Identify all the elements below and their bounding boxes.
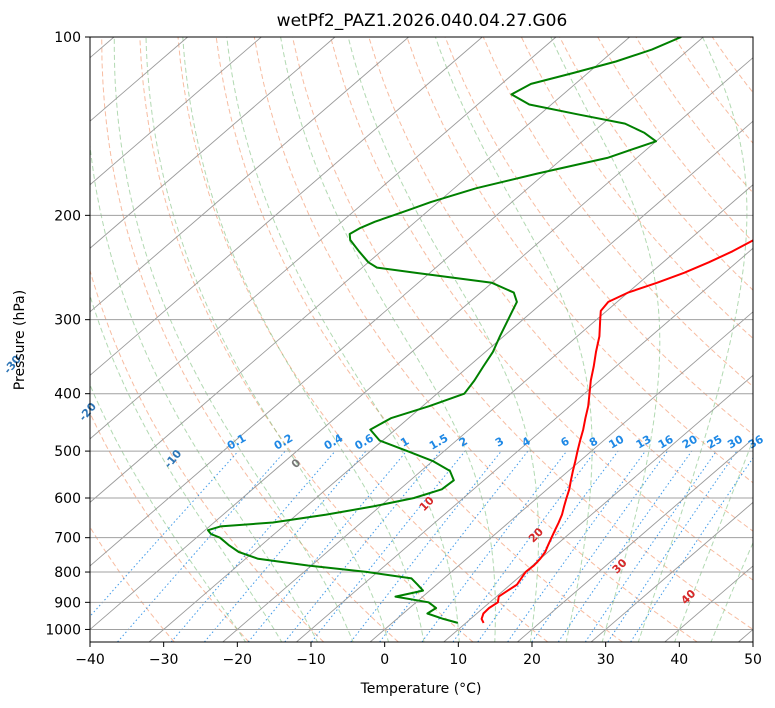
plot-frame <box>89 36 754 643</box>
isotherm <box>90 37 557 440</box>
y-tick-label: 700 <box>54 531 81 547</box>
moist-adiabat <box>434 37 593 642</box>
dewpoint-line <box>207 37 682 624</box>
x-tick-label: −10 <box>296 652 326 668</box>
isotherm <box>90 37 409 313</box>
pressure-gridlines <box>90 37 753 630</box>
moist-adiabat <box>113 37 354 642</box>
y-tick-label: 300 <box>54 313 81 329</box>
y-tick-label: 600 <box>54 491 81 507</box>
x-tick-label: 0 <box>380 652 389 668</box>
isotherm <box>590 501 753 642</box>
x-tick-label: 10 <box>449 652 467 668</box>
x-tick-label: −30 <box>149 652 179 668</box>
mixing-ratio-line <box>247 450 407 642</box>
dry-adiabat <box>177 37 549 642</box>
isotherm <box>369 311 753 642</box>
dry-adiabat <box>90 411 250 642</box>
mixing-ratio-line <box>584 450 717 642</box>
y-tick-label: 800 <box>54 565 81 581</box>
dry-adiabat <box>749 37 753 42</box>
y-tick-label: 100 <box>54 30 81 46</box>
x-tick-label: −20 <box>223 652 253 668</box>
temperature-line <box>480 239 753 624</box>
moist-adiabat <box>226 37 460 642</box>
isotherm <box>296 247 753 642</box>
y-tick-label: 1000 <box>45 622 81 638</box>
x-tick-label: −40 <box>75 652 105 668</box>
profile-series <box>207 37 753 624</box>
isotherm <box>90 37 336 249</box>
mixing-ratio-line <box>284 450 441 642</box>
mixing-ratio-line <box>311 450 466 642</box>
isotherm <box>90 37 630 503</box>
isotherm <box>148 120 753 642</box>
dry-adiabat <box>292 37 753 631</box>
dry-adiabat <box>139 37 474 642</box>
chart-title: wetPf2_PAZ1.2026.040.04.27.G06 <box>277 11 568 31</box>
mixing-ratio-line <box>452 450 596 642</box>
moist-adiabat <box>145 37 390 642</box>
x-tick-label: 50 <box>744 652 762 668</box>
dry-adiabat <box>330 37 753 581</box>
mixing-ratio-line <box>90 450 239 618</box>
isotherm <box>517 438 753 642</box>
dry-adiabat <box>444 37 753 436</box>
moist-adiabat <box>90 383 247 642</box>
adiabat-labels: 0.10.20.40.611.52346810131620253036-100-… <box>1 353 766 607</box>
moist-adiabat <box>182 37 425 642</box>
y-axis-label: Pressure (hPa) <box>12 290 28 390</box>
moist-adiabat <box>280 37 496 642</box>
isotherm <box>90 37 704 567</box>
dry-adiabat <box>520 37 753 340</box>
isotherm <box>443 374 753 642</box>
background-lines <box>90 37 753 642</box>
mixing-ratio-line <box>507 450 646 642</box>
moist-adiabat <box>550 37 661 642</box>
isotherm <box>90 57 753 631</box>
x-axis-label: Temperature (°C) <box>360 681 482 697</box>
isotherm <box>90 37 483 376</box>
mixing-ratio-line <box>531 450 668 642</box>
y-tick-label: 900 <box>54 595 81 611</box>
moist-adiabat <box>637 37 748 642</box>
mixing-ratio-line <box>557 450 693 642</box>
y-tick-label: 200 <box>54 208 81 224</box>
moist-adiabat <box>347 37 539 642</box>
x-tick-label: 20 <box>523 652 541 668</box>
plot-background <box>90 37 753 642</box>
dry-adiabat <box>90 268 325 642</box>
axes: −40 −30 −20 −10 0 10 20 30 40 50 1000 900 800 700 600 5… <box>45 30 762 668</box>
mixing-ratio-line <box>607 450 738 642</box>
isotherm <box>222 184 753 642</box>
isotherm <box>90 37 262 186</box>
y-tick-label: 400 <box>54 387 81 403</box>
mixing-ratio-line <box>204 450 367 642</box>
x-tick-label: 30 <box>597 652 615 668</box>
x-tick-label: 40 <box>670 652 688 668</box>
y-tick-label: 500 <box>54 444 81 460</box>
